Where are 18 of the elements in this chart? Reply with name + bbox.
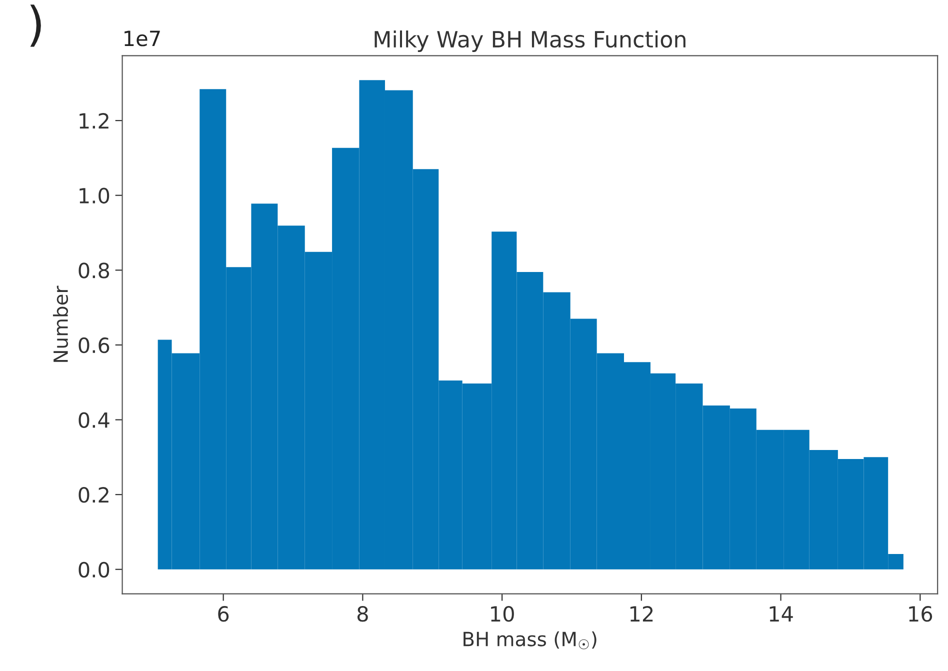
y-tick-label: 0.0 [78,562,110,578]
x-axis-title: BH mass (M$_{☉}$) [464,631,596,650]
x-tick-label: 16 [909,606,932,622]
text: 1e7 [124,30,160,46]
x-tick-label: 14 [770,606,793,622]
chart-title: Milky Way BH Mass Function [374,30,686,52]
y-tick-label: 1.0 [80,188,110,204]
y-tick-label: 0.2 [78,487,108,503]
text: ) [30,4,41,47]
y-tick-label: 0.4 [78,412,110,428]
y-tick-label: 0.6 [78,337,110,354]
x-tick-label: 10 [491,606,514,622]
y-axis-title: Number [52,286,68,362]
x-tick-label: 6 [218,606,229,622]
x-tick-label: 12 [630,606,653,622]
y-tick-label: 0.8 [78,262,110,278]
y-tick-label: 1.2 [80,113,108,128]
x-tick-label: 8 [357,606,368,622]
